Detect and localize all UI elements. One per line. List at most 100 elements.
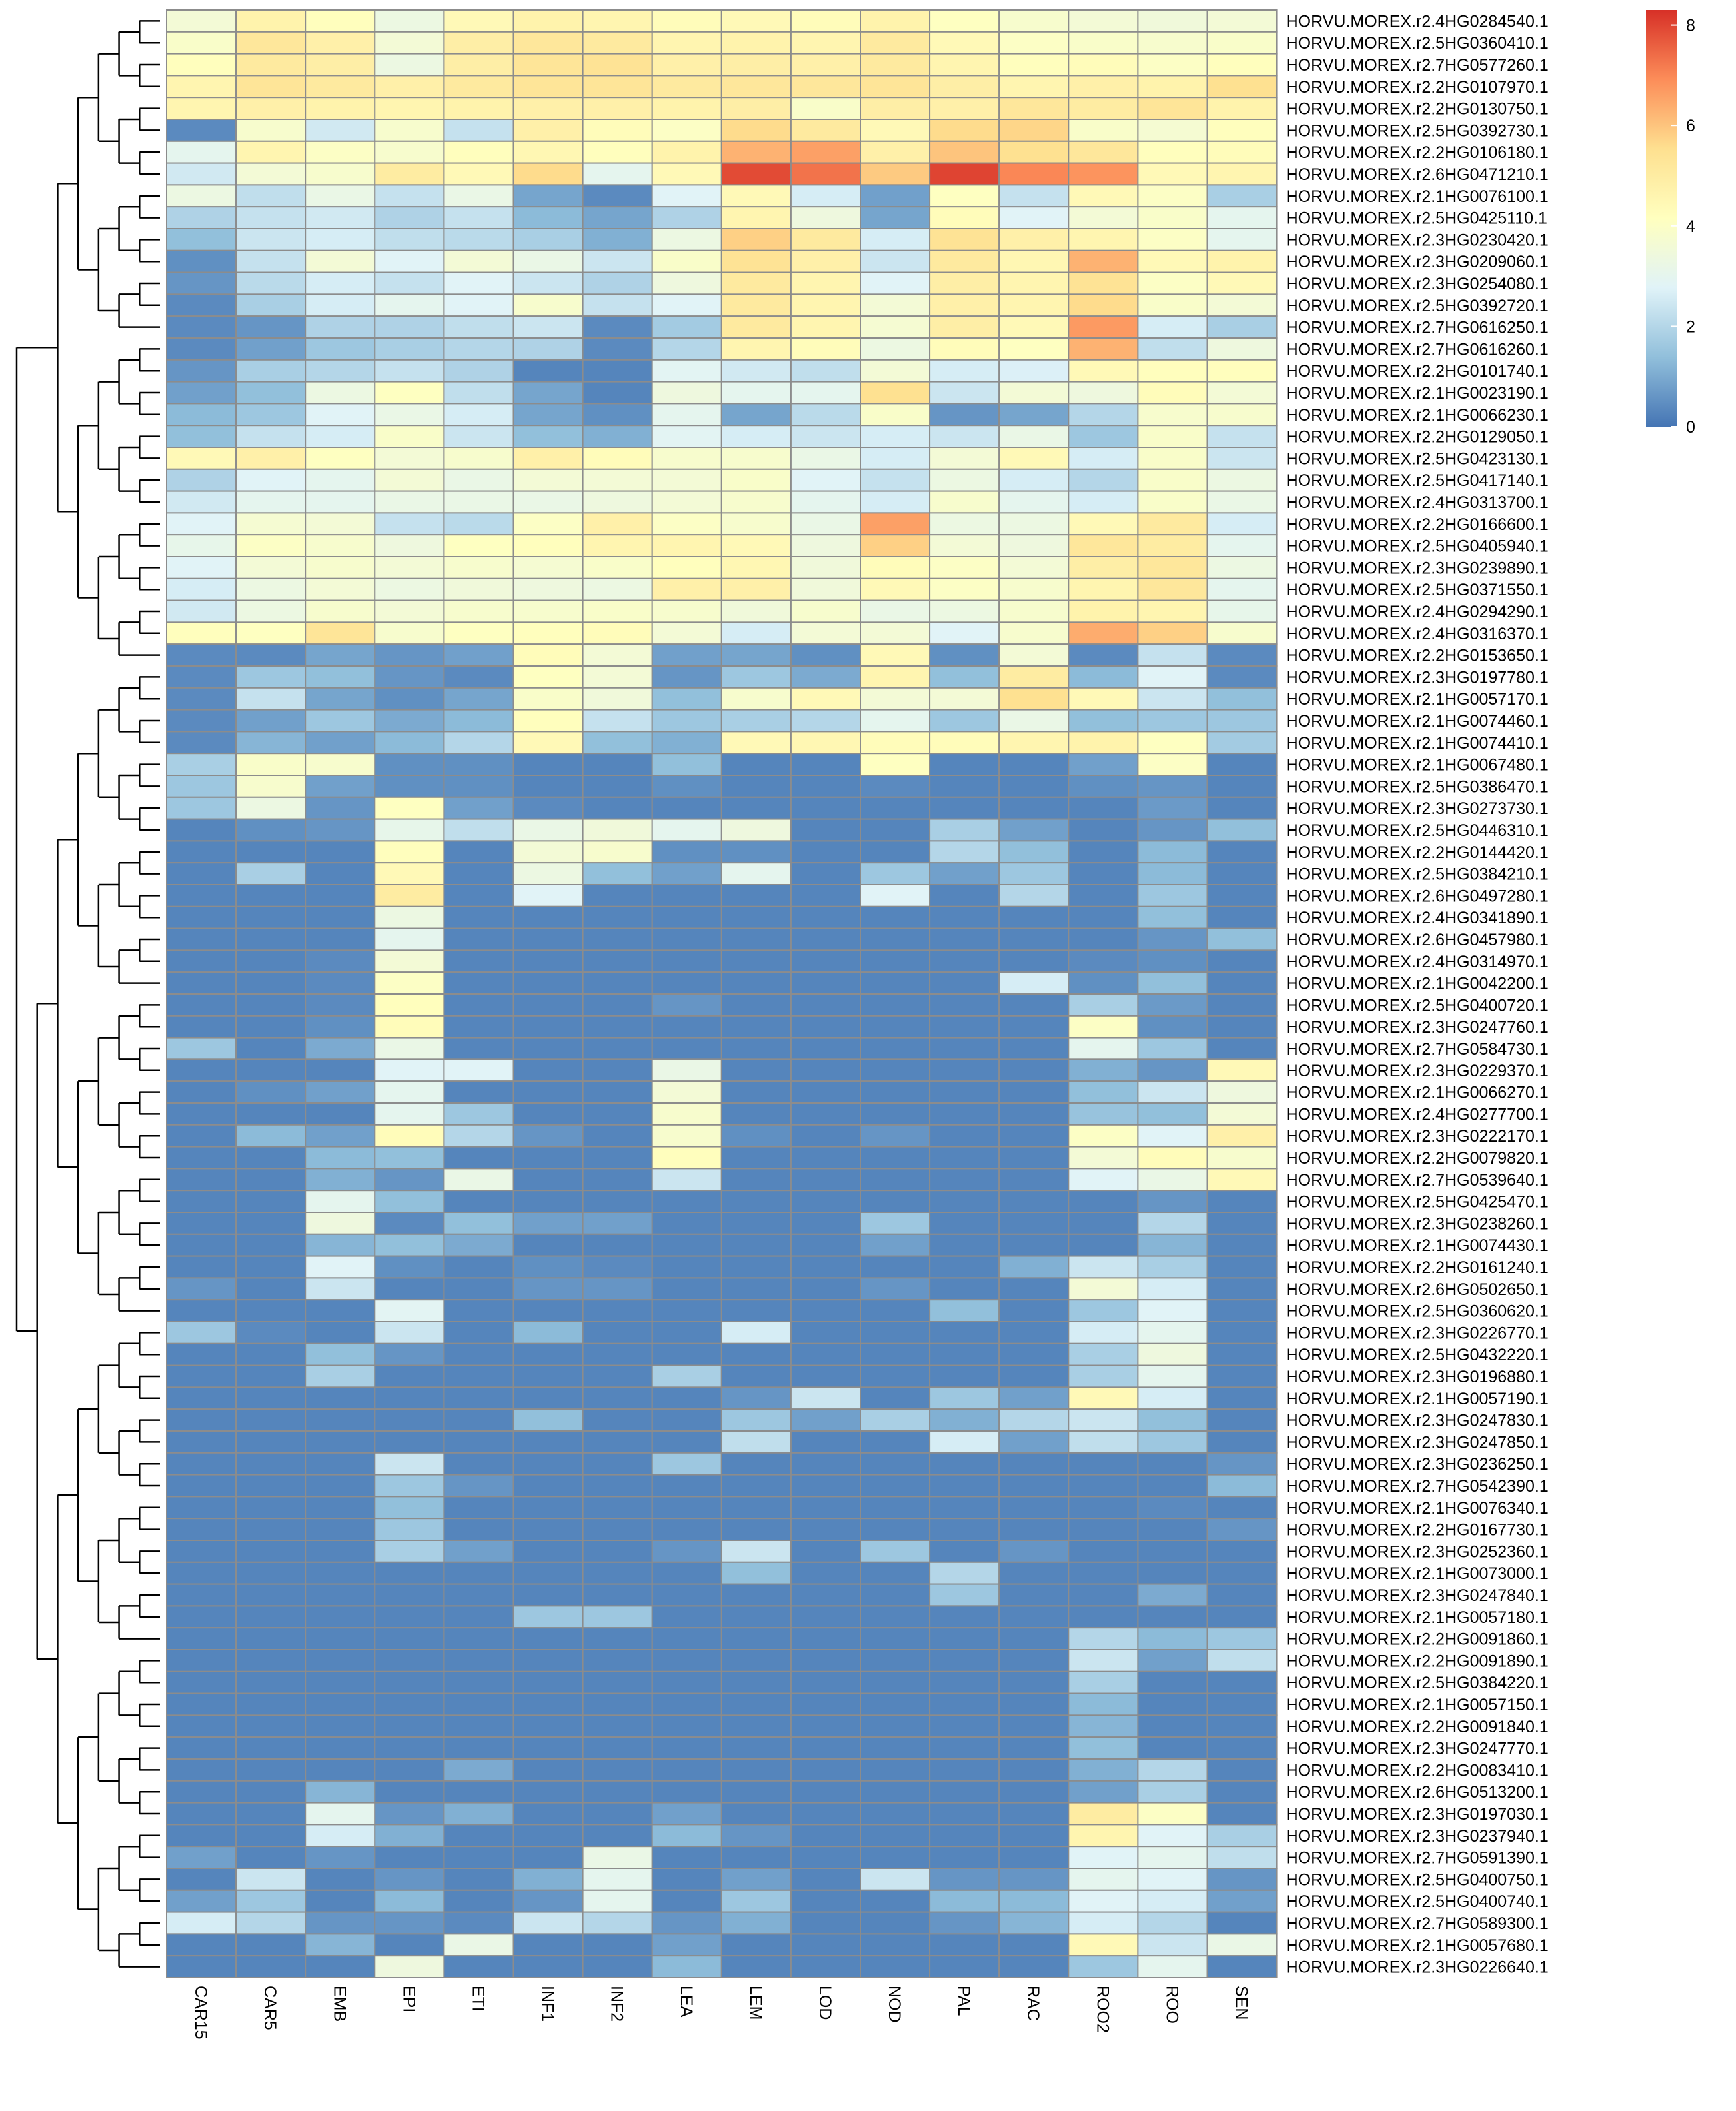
heatmap-cell [166,643,237,667]
heatmap-cell [929,1190,1000,1213]
heatmap-cell [166,315,237,339]
heatmap-cell [860,249,931,273]
heatmap-cell [1137,140,1208,164]
heatmap-cell [1137,271,1208,295]
heatmap-cell [1137,1277,1208,1301]
heatmap-cell [998,249,1070,273]
heatmap-cell [651,927,722,951]
heatmap-cell [305,1518,376,1541]
heatmap-cell [305,949,376,973]
heatmap-cell [443,577,514,601]
heatmap-cell [1206,775,1278,798]
heatmap-cell [1068,1277,1139,1301]
heatmap-cell [235,840,307,864]
heatmap-cell [651,1627,722,1650]
heatmap-cell [443,1321,514,1344]
heatmap-cell [720,796,792,820]
heatmap-cell [374,1321,445,1344]
heatmap-cell [1206,403,1278,427]
heatmap-cell [1068,1015,1139,1039]
heatmap-cell [443,468,514,492]
heatmap-cell [860,905,931,929]
heatmap-cell [720,1342,792,1366]
heatmap-cell [305,1496,376,1520]
row-label: HORVU.MOREX.r2.6HG0497280.1 [1286,887,1549,905]
legend-tick-label: 6 [1686,117,1695,135]
heatmap-cell [1137,315,1208,339]
heatmap-cell [720,1802,792,1826]
heatmap-cell [1068,249,1139,273]
heatmap-cell [720,1692,792,1716]
heatmap-cell [582,162,653,186]
heatmap-cell [790,1780,862,1804]
heatmap-cell [512,1605,584,1629]
heatmap-cell [443,1299,514,1322]
heatmap-cell [166,1496,237,1520]
heatmap-cell [651,1496,722,1520]
heatmap-cell [166,1080,237,1104]
heatmap-cell [998,315,1070,339]
row-label: HORVU.MOREX.r2.5HG0417140.1 [1286,471,1549,490]
heatmap-cell [1137,97,1208,120]
heatmap-cell [443,731,514,755]
heatmap-cell [443,1190,514,1213]
heatmap-cell [790,1846,862,1869]
heatmap-cell [582,1408,653,1432]
heatmap-cell [1068,556,1139,579]
heatmap-cell [166,1408,237,1432]
heatmap-cell [790,97,862,120]
heatmap-cell [998,140,1070,164]
heatmap-cell [1068,184,1139,208]
heatmap-cell [1206,1846,1278,1869]
heatmap-cell [305,1037,376,1060]
heatmap-cell [651,1342,722,1366]
heatmap-cell [651,75,722,99]
heatmap-cell [166,293,237,317]
heatmap-cell [582,490,653,514]
row-label: HORVU.MOREX.r2.2HG0166600.1 [1286,515,1549,534]
row-label: HORVU.MOREX.r2.5HG0392730.1 [1286,121,1549,140]
heatmap-cell [582,9,653,33]
heatmap-cell [998,1868,1070,1891]
heatmap-cell [651,31,722,55]
heatmap-cell [790,1496,862,1520]
heatmap-cell [1137,1015,1208,1039]
heatmap-cell [929,184,1000,208]
heatmap-cell [582,1846,653,1869]
heatmap-cell [1206,1868,1278,1891]
heatmap-cell [374,1168,445,1192]
heatmap-cell [374,119,445,142]
heatmap-cell [166,775,237,798]
heatmap-cell [1206,1080,1278,1104]
heatmap-cell [720,1299,792,1322]
heatmap-cell [790,403,862,427]
heatmap-cell [582,1911,653,1935]
heatmap-cell [998,1430,1070,1454]
heatmap-cell [790,119,862,142]
heatmap-cell [582,1933,653,1957]
heatmap-cell [929,1561,1000,1585]
heatmap-cell [720,840,792,864]
heatmap-cell [790,1058,862,1082]
heatmap-cell [512,271,584,295]
heatmap-cell [374,1561,445,1585]
heatmap-cell [998,1736,1070,1760]
heatmap-cell [1206,534,1278,558]
heatmap-cell [998,1933,1070,1957]
heatmap-cell [790,468,862,492]
heatmap-cell [790,206,862,230]
heatmap-cell [790,665,862,689]
heatmap-cell [790,315,862,339]
heatmap-cell [1206,162,1278,186]
heatmap-cell [929,840,1000,864]
heatmap-cell [1068,577,1139,601]
heatmap-cell [651,731,722,755]
heatmap-cell [235,206,307,230]
heatmap-cell [790,621,862,645]
heatmap-cell [1068,687,1139,711]
heatmap-cell [1206,556,1278,579]
heatmap-cell [305,359,376,383]
heatmap-cell [929,753,1000,776]
heatmap-cell [1137,1364,1208,1388]
heatmap-cell [305,1605,376,1629]
